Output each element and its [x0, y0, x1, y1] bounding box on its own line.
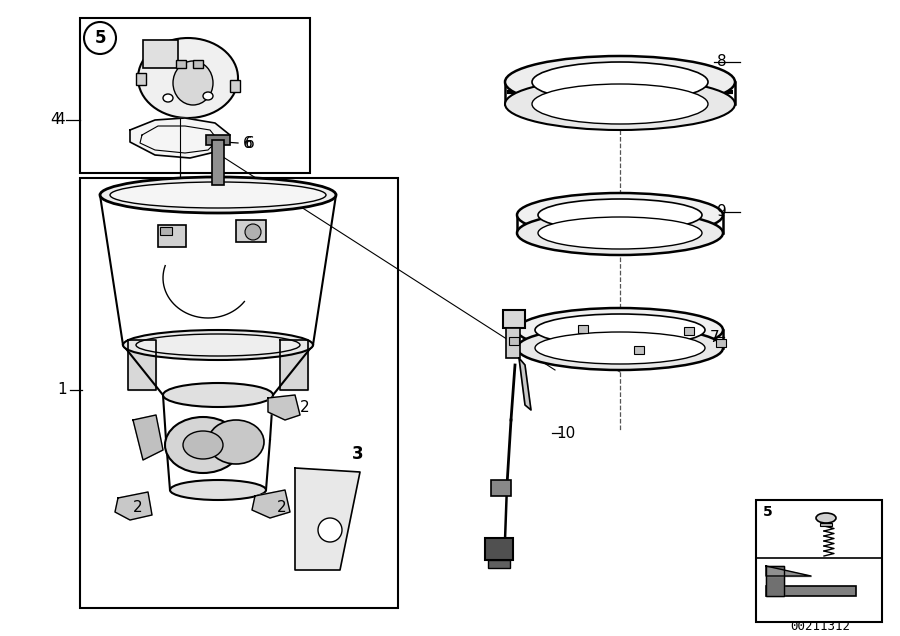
- Ellipse shape: [183, 431, 223, 459]
- Ellipse shape: [208, 420, 264, 464]
- Bar: [212, 140, 224, 185]
- Bar: [176, 60, 186, 68]
- Bar: [634, 346, 643, 354]
- Text: 9: 9: [717, 205, 727, 219]
- Bar: [766, 586, 856, 596]
- Bar: [716, 339, 726, 347]
- Text: 4: 4: [50, 113, 59, 127]
- Polygon shape: [766, 566, 811, 576]
- Bar: [236, 220, 266, 242]
- Polygon shape: [280, 340, 308, 390]
- Bar: [206, 135, 230, 145]
- Polygon shape: [115, 492, 152, 520]
- Bar: [160, 227, 172, 235]
- Polygon shape: [268, 395, 300, 420]
- Bar: [820, 523, 832, 526]
- Ellipse shape: [517, 308, 723, 352]
- Text: 2: 2: [301, 399, 310, 415]
- Ellipse shape: [532, 84, 708, 124]
- Bar: [508, 337, 518, 345]
- Bar: [503, 310, 525, 328]
- Polygon shape: [130, 118, 230, 158]
- Bar: [578, 324, 588, 333]
- Ellipse shape: [138, 38, 238, 118]
- Bar: [143, 40, 178, 68]
- Ellipse shape: [535, 332, 705, 364]
- Ellipse shape: [318, 518, 342, 542]
- Ellipse shape: [163, 94, 173, 102]
- Ellipse shape: [538, 217, 702, 249]
- Ellipse shape: [110, 182, 326, 208]
- Ellipse shape: [163, 383, 273, 407]
- Bar: [158, 225, 186, 247]
- Ellipse shape: [203, 92, 213, 100]
- Text: 6: 6: [243, 135, 253, 151]
- Ellipse shape: [816, 513, 836, 523]
- Ellipse shape: [505, 78, 735, 130]
- Bar: [684, 326, 695, 335]
- Bar: [491, 480, 511, 496]
- Text: 4: 4: [55, 111, 65, 127]
- Ellipse shape: [505, 56, 735, 108]
- Text: 5: 5: [763, 505, 773, 519]
- Ellipse shape: [245, 224, 261, 240]
- Circle shape: [84, 22, 116, 54]
- Bar: [756, 500, 882, 622]
- Text: 3: 3: [352, 445, 364, 463]
- Ellipse shape: [538, 199, 702, 231]
- Bar: [193, 60, 203, 68]
- Polygon shape: [295, 468, 360, 570]
- Ellipse shape: [517, 211, 723, 255]
- Bar: [485, 538, 513, 560]
- Ellipse shape: [100, 177, 336, 213]
- Ellipse shape: [123, 330, 313, 360]
- Bar: [506, 328, 520, 358]
- Ellipse shape: [517, 193, 723, 237]
- Text: 00211312: 00211312: [790, 621, 850, 633]
- Ellipse shape: [517, 326, 723, 370]
- Ellipse shape: [136, 334, 300, 356]
- Text: 2: 2: [277, 499, 287, 515]
- Ellipse shape: [532, 62, 708, 102]
- Bar: [80, 178, 398, 608]
- Bar: [136, 73, 146, 85]
- Bar: [488, 560, 510, 568]
- Polygon shape: [128, 340, 156, 390]
- Ellipse shape: [173, 61, 213, 105]
- Polygon shape: [519, 358, 531, 410]
- Text: 1: 1: [58, 382, 67, 398]
- Polygon shape: [766, 566, 784, 596]
- Ellipse shape: [165, 417, 241, 473]
- Text: 8: 8: [717, 55, 727, 69]
- Text: 6: 6: [245, 135, 255, 151]
- Bar: [230, 80, 240, 92]
- Text: 2: 2: [133, 499, 143, 515]
- Polygon shape: [133, 415, 163, 460]
- Bar: [80, 18, 310, 173]
- Ellipse shape: [535, 314, 705, 346]
- Text: 10: 10: [556, 425, 576, 441]
- Text: 7: 7: [710, 329, 720, 345]
- Ellipse shape: [170, 480, 266, 500]
- Polygon shape: [252, 490, 290, 518]
- Text: 5: 5: [94, 29, 106, 47]
